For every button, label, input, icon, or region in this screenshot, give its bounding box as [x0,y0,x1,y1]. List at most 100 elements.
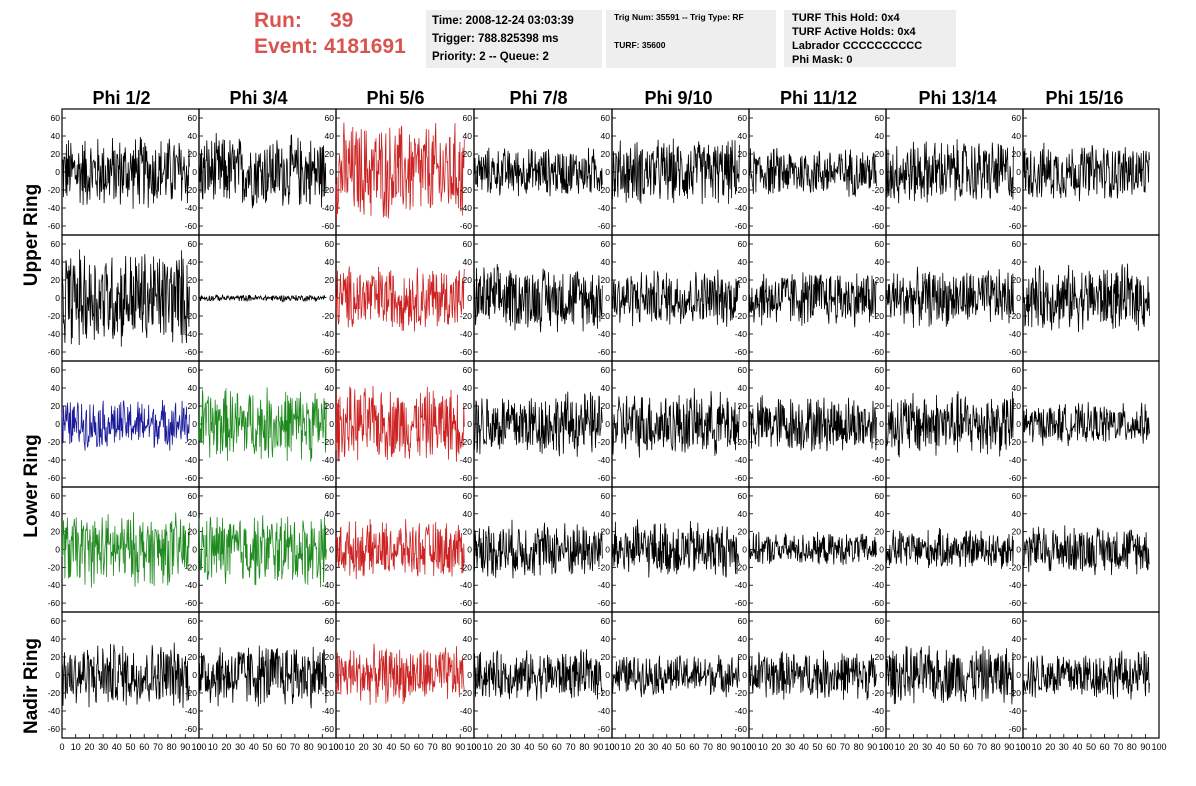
y-tick-label: -60 [1009,598,1022,608]
time-info-box: Time: 2008-12-24 03:03:39 Trigger: 788.8… [426,10,602,68]
y-tick-label: -20 [322,688,335,698]
y-tick-label: -60 [872,347,885,357]
y-tick-label: 40 [738,509,748,519]
y-tick-label: -40 [735,329,748,339]
waveform-trace [748,531,877,566]
x-tick-label: 10 [71,742,81,752]
y-tick-label: 60 [51,113,61,123]
waveform-trace [61,399,190,451]
y-tick-label: 20 [875,149,885,159]
x-tick-label: 70 [703,742,713,752]
y-tick-label: -20 [185,688,198,698]
waveform-panel: 60 40 20 0 -20 -40 -60 [322,234,475,362]
y-tick-label: -60 [185,473,198,483]
y-tick-label: -60 [460,724,473,734]
y-tick-label: -40 [735,706,748,716]
y-tick-label: -40 [1009,203,1022,213]
y-tick-label: -20 [1009,185,1022,195]
y-tick-label: 0 [329,293,334,303]
x-tick-label: 0 [333,742,338,752]
y-tick-label: -60 [735,724,748,734]
y-tick-label: -20 [735,437,748,447]
y-tick-label: -60 [322,724,335,734]
y-tick-label: 0 [742,419,747,429]
x-tick-label: 40 [1072,742,1082,752]
y-tick-label: -20 [322,185,335,195]
x-tick-label: 80 [854,742,864,752]
x-tick-label: 10 [208,742,218,752]
y-tick-label: 60 [738,491,748,501]
y-tick-label: 40 [875,634,885,644]
y-tick-label: 0 [879,293,884,303]
y-tick-label: -20 [322,437,335,447]
x-tick-label: 80 [717,742,727,752]
y-tick-label: 60 [188,365,198,375]
y-tick-label: 20 [601,275,611,285]
y-tick-label: 60 [51,239,61,249]
y-tick-label: -40 [48,329,61,339]
waveform-panel: 60 40 20 0 -20 -40 -60 [322,611,475,739]
x-tick-label: 100 [878,742,893,752]
y-tick-label: 60 [601,113,611,123]
column-header-phi-11-12: Phi 11/12 [779,88,858,108]
x-tick-label: 60 [1100,742,1110,752]
waveform-trace [748,147,877,198]
waveform-panel: 60 40 20 0 -20 -40 -60 [185,108,337,236]
x-tick-label: 40 [112,742,122,752]
waveform-trace [611,388,740,458]
x-tick-label: 70 [153,742,163,752]
waveform-panel: 60 40 20 0 -20 -40 -60 [1009,360,1160,488]
x-tick-label: 100 [1015,742,1030,752]
waveform-trace [198,387,327,462]
trig-text: Trig Num: 35591 -- Trig Type: RF [614,12,744,22]
y-tick-label: 0 [605,670,610,680]
x-tick-label: 0 [471,742,476,752]
y-tick-label: -40 [872,580,885,590]
waveform-trace [748,272,877,328]
y-tick-label: -40 [48,706,61,716]
y-tick-label: -60 [1009,221,1022,231]
waveform-trace [1022,650,1150,700]
waveform-panel: 60 40 20 0 -20 -40 -60 [872,108,1024,236]
y-tick-label: 40 [463,509,473,519]
y-tick-label: 60 [875,239,885,249]
y-tick-label: -20 [1009,688,1022,698]
x-tick-label: 80 [167,742,177,752]
y-tick-label: 0 [467,293,472,303]
x-tick-label: 80 [579,742,589,752]
y-tick-label: -60 [460,221,473,231]
y-tick-label: 60 [875,113,885,123]
x-tick-label: 90 [317,742,327,752]
column-header-phi-15-16: Phi 15/16 [1045,88,1124,108]
waveform-trace [885,266,1014,328]
y-tick-label: 40 [51,383,61,393]
y-tick-label: 60 [51,616,61,626]
y-tick-label: 40 [1012,131,1022,141]
y-tick-label: 40 [463,131,473,141]
y-tick-label: 60 [1012,113,1022,123]
y-tick-label: -60 [322,473,335,483]
y-tick-label: -60 [185,724,198,734]
y-tick-label: 40 [188,131,198,141]
x-tick-label: 70 [428,742,438,752]
x-tick-label: 60 [826,742,836,752]
y-tick-label: -40 [460,455,473,465]
y-tick-label: -20 [735,311,748,321]
waveform-panel: 60 40 20 0 -20 -40 -60 [735,234,887,362]
y-tick-label: -60 [872,724,885,734]
x-tick-label: 30 [922,742,932,752]
y-tick-label: -20 [1009,437,1022,447]
y-tick-label: 40 [463,257,473,267]
y-tick-label: 60 [738,239,748,249]
waveform-panel: 60 40 20 0 -20 -40 -60 [735,611,887,739]
y-tick-label: -60 [872,598,885,608]
y-tick-label: 0 [605,293,610,303]
waveform-trace [198,132,327,209]
x-tick-label: 50 [949,742,959,752]
y-tick-label: 0 [192,670,197,680]
waveform-panel: 60 40 20 0 -20 -40 -60 [735,360,887,488]
y-tick-label: 20 [1012,275,1022,285]
waveform-panel: 60 40 20 0 -20 -40 -60 [598,234,750,362]
waveform-trace [335,386,465,462]
x-tick-label: 10 [345,742,355,752]
